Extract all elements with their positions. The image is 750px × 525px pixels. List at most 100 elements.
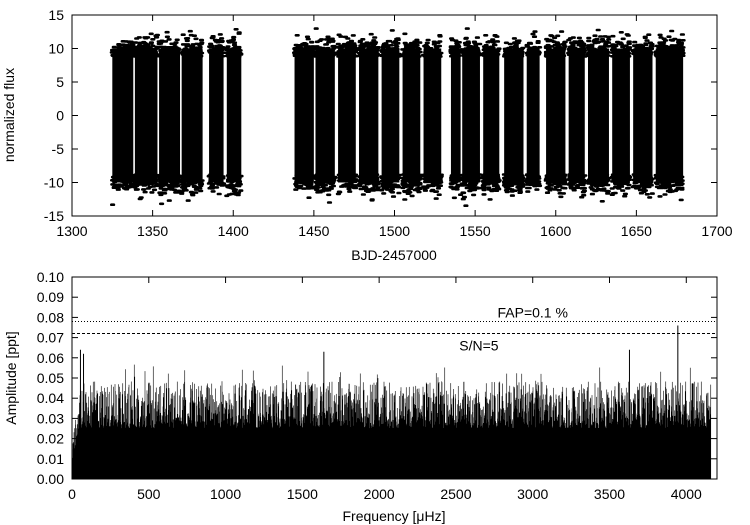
spectrum-panel: FAP=0.1 % S/N=5 0 500 1000 1500 2000 2500 3000… [3, 269, 718, 524]
lightcurve-ticks: 1300 1350 1400 1450 1500 1550 1600 1650 1700-15-… [44, 7, 733, 239]
flux-core [450, 48, 461, 183]
flux-points [313, 27, 338, 204]
observing-segment [609, 30, 633, 198]
y-tick-label: 0.00 [37, 471, 64, 487]
observing-segment [585, 28, 612, 203]
observing-segment [132, 32, 160, 201]
observing-segment [630, 33, 655, 199]
flux-core [315, 48, 335, 183]
flux-core [294, 48, 314, 183]
observing-segment [179, 29, 205, 202]
y-tick-label: 0.02 [37, 431, 64, 447]
x-tick-label: 2500 [440, 486, 471, 502]
spectrum-noise [71, 364, 712, 479]
observing-segment [501, 37, 526, 197]
observing-segment [543, 30, 568, 199]
x-tick-label: 4000 [671, 486, 702, 502]
flux-core [483, 48, 500, 183]
y-tick-label: 0.10 [37, 269, 64, 285]
y-tick-label: 0.07 [37, 330, 64, 346]
flux-points [400, 32, 423, 201]
y-tick-label: 0.08 [37, 309, 64, 325]
observing-segment [420, 34, 444, 200]
flux-core [462, 48, 480, 183]
flux-points [132, 32, 160, 201]
observing-segment [448, 37, 464, 200]
flux-core [568, 48, 585, 183]
flux-core [423, 48, 442, 183]
x-tick-label: 1550 [460, 223, 491, 239]
x-tick-label: 1650 [621, 223, 652, 239]
flux-points [630, 33, 655, 199]
lightcurve-ylabel: normalized flux [1, 68, 17, 162]
flux-core [612, 48, 630, 183]
flux-core [226, 48, 242, 183]
flux-points [566, 36, 588, 199]
observing-segment [292, 34, 317, 199]
spectrum-ticks: 0 500 1000 1500 2000 2500 3000 3500 4000 0.00 0.01… [37, 269, 717, 502]
flux-core [381, 48, 400, 183]
flux-points [448, 37, 464, 200]
flux-points [356, 32, 381, 202]
flux-core [181, 48, 203, 183]
flux-points [179, 29, 205, 202]
flux-points [543, 30, 568, 199]
lightcurve-points [109, 27, 686, 207]
flux-core [359, 48, 379, 183]
observing-segment [459, 27, 483, 207]
flux-core [338, 48, 356, 183]
flux-points [292, 34, 317, 199]
lightcurve-frame [71, 14, 718, 217]
flux-points [335, 33, 359, 196]
observing-segment [156, 30, 183, 206]
flux-points [501, 37, 526, 197]
sn-threshold-label: S/N=5 [459, 338, 499, 354]
spectrum-frame [71, 276, 718, 480]
flux-points [480, 34, 502, 201]
observing-segment [400, 32, 423, 201]
x-tick-label: 1450 [298, 223, 329, 239]
flux-points [224, 28, 244, 198]
flux-core [159, 48, 181, 183]
x-tick-label: 3000 [517, 486, 548, 502]
lightcurve-panel: 1300 1350 1400 1450 1500 1550 1600 1650 1700-15-… [1, 7, 733, 263]
x-tick-label: 1400 [218, 223, 249, 239]
y-tick-label: 0.04 [37, 390, 64, 406]
flux-core [526, 48, 540, 183]
observing-segment [566, 36, 588, 199]
fap-threshold-label: FAP=0.1 % [497, 304, 567, 320]
y-tick-label: 15 [48, 7, 64, 23]
x-tick-label: 2000 [364, 486, 395, 502]
x-tick-label: 1500 [379, 223, 410, 239]
x-tick-label: 500 [137, 486, 161, 502]
flux-points [459, 27, 483, 207]
flux-points [109, 40, 136, 206]
flux-points [585, 28, 612, 203]
x-tick-label: 1300 [56, 223, 87, 239]
flux-points [653, 29, 686, 202]
y-tick-label: -15 [44, 208, 64, 224]
x-tick-label: 1600 [540, 223, 571, 239]
y-tick-label: 0.05 [37, 370, 64, 386]
x-tick-label: 0 [68, 486, 76, 502]
y-tick-label: -5 [52, 141, 65, 157]
flux-core [546, 48, 566, 183]
flux-points [379, 29, 402, 198]
y-tick-label: 0.01 [37, 451, 64, 467]
observing-segment [313, 27, 338, 204]
lightcurve-xlabel: BJD-2457000 [351, 247, 437, 263]
flux-core [588, 48, 609, 183]
observing-segment [653, 29, 686, 202]
observing-segment [480, 34, 502, 201]
y-tick-label: 0 [56, 108, 64, 124]
y-tick-label: 5 [56, 74, 64, 90]
observing-segment [524, 30, 543, 193]
spectrum-xlabel: Frequency [μHz] [343, 508, 446, 524]
y-tick-label: 0.06 [37, 350, 64, 366]
flux-core [402, 48, 421, 183]
flux-points [420, 34, 444, 200]
x-tick-label: 1700 [701, 223, 732, 239]
flux-core [633, 48, 653, 183]
flux-core [504, 48, 524, 183]
